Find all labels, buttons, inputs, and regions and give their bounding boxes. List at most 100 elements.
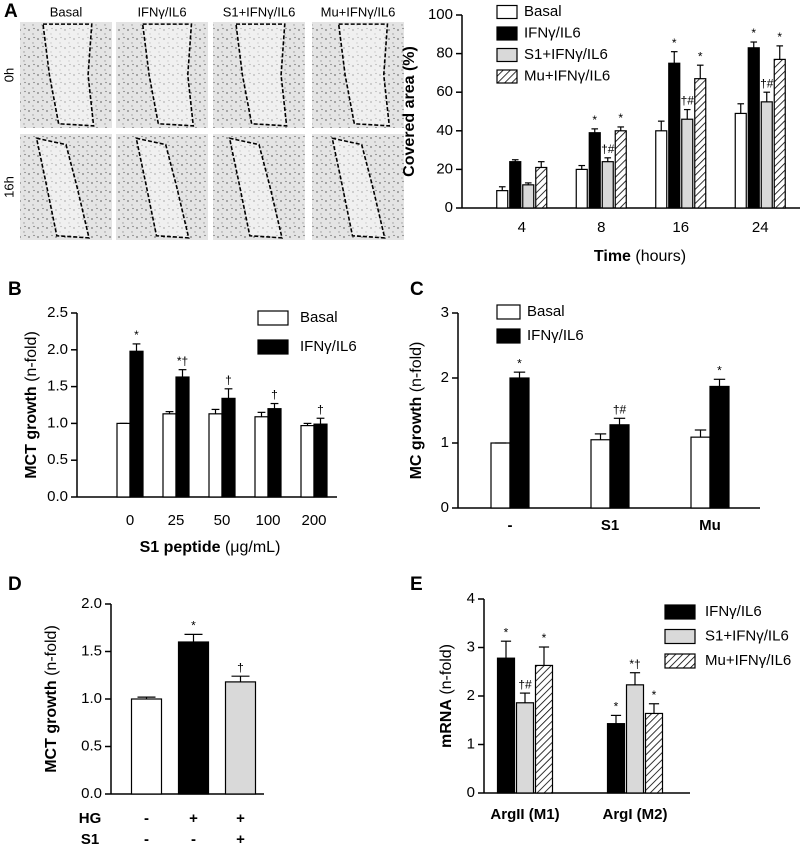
error-bar xyxy=(137,696,156,699)
y-label-part: (n-fold) xyxy=(408,342,425,393)
y-tick-label: 60 xyxy=(436,83,453,100)
condition-value: - xyxy=(144,831,149,848)
significance-mark: * xyxy=(191,619,196,633)
micrograph xyxy=(213,134,305,240)
bar xyxy=(313,423,328,498)
bar xyxy=(175,376,190,498)
y-tick-label: 1.0 xyxy=(81,690,102,707)
bar xyxy=(760,101,773,209)
error-bar xyxy=(776,45,784,60)
error-bar xyxy=(537,161,545,168)
condition-value: - xyxy=(144,810,149,827)
x-label: Time (hours) xyxy=(594,248,686,265)
micrograph-column-label: IFNγ/IL6 xyxy=(137,4,186,19)
significance-mark: * xyxy=(517,356,522,370)
legend-label: S1+IFNγ/IL6 xyxy=(705,627,789,644)
y-tick-label: 0 xyxy=(445,199,453,216)
legend-label: Mu+IFNγ/IL6 xyxy=(524,67,610,84)
wound-outline xyxy=(35,137,91,239)
significance-mark: * xyxy=(717,363,722,377)
error-bar xyxy=(231,675,250,682)
bar xyxy=(734,112,747,209)
significance-mark: † xyxy=(225,373,232,387)
x-label: S1 peptide (μg/mL) xyxy=(140,539,281,556)
x-tick-label: 200 xyxy=(301,512,326,529)
micrograph-column-label: Mu+IFNγ/IL6 xyxy=(321,4,396,19)
legend-label: IFNγ/IL6 xyxy=(705,603,762,620)
bar xyxy=(254,416,269,498)
error-bar xyxy=(683,108,691,120)
x-tick-label: 24 xyxy=(752,219,769,236)
bar xyxy=(300,425,315,498)
error-bar xyxy=(498,186,506,191)
y-label-part: MCT growth xyxy=(23,386,40,478)
significance-mark: † xyxy=(271,388,278,402)
bar xyxy=(644,712,664,794)
bar xyxy=(496,657,516,794)
bar xyxy=(221,397,236,498)
error-bar xyxy=(211,408,220,414)
x-tick-label: 8 xyxy=(597,219,605,236)
micrograph xyxy=(116,22,208,128)
bar xyxy=(496,190,509,209)
significance-mark: †# xyxy=(601,142,615,156)
legend-label: IFNγ/IL6 xyxy=(527,327,584,344)
significance-mark: * xyxy=(134,328,139,342)
bar xyxy=(588,132,601,209)
y-tick-label: 1 xyxy=(441,434,449,451)
x-label-part: Time xyxy=(594,248,631,265)
y-tick-label: 1.0 xyxy=(47,414,68,431)
error-bar xyxy=(500,640,512,659)
panel-label: D xyxy=(8,574,22,595)
error-bar xyxy=(511,159,519,162)
bar xyxy=(655,130,668,209)
micrograph-column-label: Basal xyxy=(50,4,83,19)
legend-swatch xyxy=(664,653,696,669)
micrograph xyxy=(312,134,404,240)
error-bar xyxy=(538,646,550,666)
error-bar xyxy=(750,41,758,48)
x-tick-label: - xyxy=(508,517,513,534)
micrograph-row-label: 16h xyxy=(1,176,16,198)
significance-mark: * xyxy=(618,111,623,125)
bar xyxy=(747,47,760,209)
bar xyxy=(116,422,131,498)
y-label-part: Covered area (%) xyxy=(401,46,418,177)
y-tick-label: 4 xyxy=(467,590,475,607)
x-tick-label: ArgII (M1) xyxy=(490,806,559,823)
significance-mark: * xyxy=(751,26,756,40)
y-tick-label: 0.5 xyxy=(81,737,102,754)
significance-mark: * xyxy=(672,36,677,50)
bar xyxy=(522,184,535,209)
y-tick-label: 0 xyxy=(441,499,449,516)
condition-value: + xyxy=(236,831,245,848)
x-tick-label: ArgI (M2) xyxy=(603,806,668,823)
legend-label: Basal xyxy=(527,303,565,320)
legend-swatch xyxy=(496,304,521,320)
bar xyxy=(177,641,210,795)
bar xyxy=(575,168,588,209)
legend-swatch xyxy=(664,628,696,645)
micrograph xyxy=(213,22,305,128)
error-bar xyxy=(696,64,704,79)
error-bar xyxy=(524,182,532,185)
wound-outline xyxy=(235,23,288,127)
x-tick-label: 0 xyxy=(126,512,134,529)
bar xyxy=(625,684,645,794)
error-bar xyxy=(617,126,625,131)
y-tick-label: 0.0 xyxy=(81,785,102,802)
y-label: mRNA (n-fold) xyxy=(438,644,455,748)
error-bar xyxy=(604,157,612,162)
error-bar xyxy=(270,402,279,409)
legend-swatch xyxy=(496,4,518,20)
significance-mark: †# xyxy=(760,76,774,90)
y-tick-label: 80 xyxy=(436,45,453,62)
bar xyxy=(690,436,711,509)
y-label-part: (n-fold) xyxy=(43,625,60,676)
y-tick-label: 1 xyxy=(467,735,475,752)
legend-label: S1+IFNγ/IL6 xyxy=(524,46,608,63)
bar xyxy=(267,408,282,498)
panel-label: E xyxy=(410,574,423,595)
legend-swatch xyxy=(496,26,518,41)
